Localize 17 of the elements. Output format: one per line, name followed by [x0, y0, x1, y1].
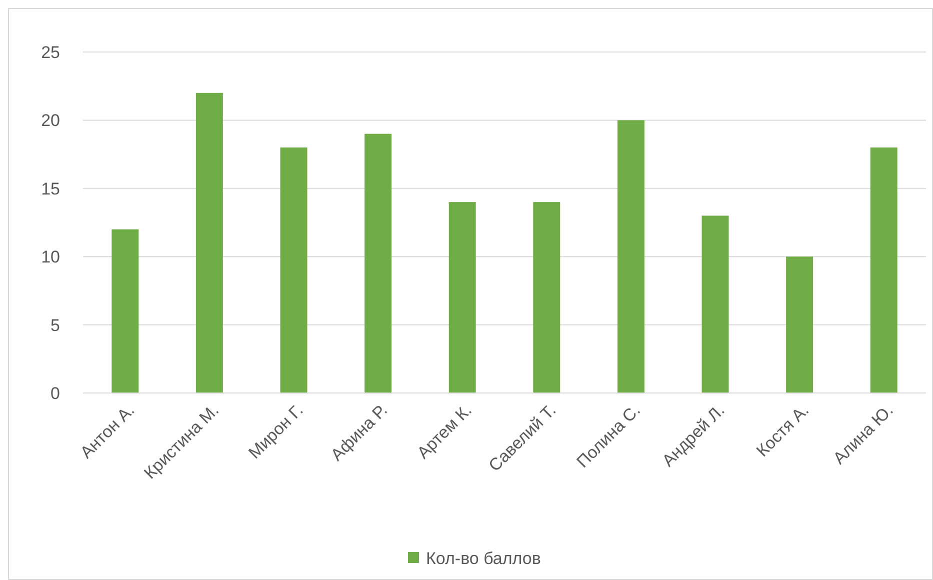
bar — [617, 120, 644, 393]
bar — [870, 147, 898, 393]
y-tick-label: 20 — [41, 111, 60, 130]
bar — [786, 256, 814, 393]
bar — [196, 92, 223, 393]
y-tick-label: 25 — [41, 42, 60, 62]
bar — [280, 147, 308, 393]
y-tick-label: 10 — [41, 248, 60, 267]
y-tick-label: 15 — [41, 179, 60, 198]
bar — [448, 202, 476, 393]
y-tick-label: 5 — [50, 316, 60, 335]
bar — [364, 134, 392, 393]
bar — [702, 216, 729, 393]
bar — [112, 229, 139, 393]
y-tick-label: 0 — [50, 384, 60, 403]
bar — [533, 202, 560, 393]
legend-label: Кол-во баллов — [426, 548, 541, 568]
